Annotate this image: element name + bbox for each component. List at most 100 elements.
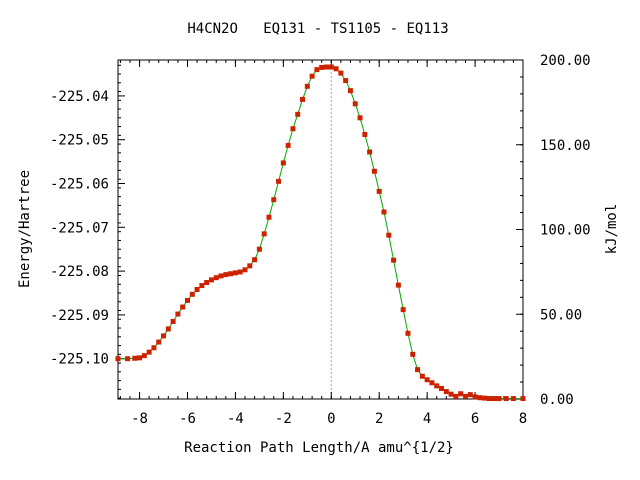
data-point: [199, 283, 205, 289]
data-point: [304, 83, 310, 89]
x-tick-label: -4: [227, 411, 244, 427]
data-point: [386, 232, 392, 238]
data-point: [434, 383, 440, 389]
data-point: [453, 393, 459, 399]
data-point: [443, 389, 449, 395]
data-point: [170, 318, 176, 324]
y-axis-label: Energy/Hartree: [17, 170, 33, 288]
data-point: [391, 257, 397, 263]
y-tick-label: -225.04: [50, 89, 109, 105]
data-point: [256, 246, 262, 252]
data-point: [271, 197, 277, 203]
data-point: [352, 101, 358, 107]
data-point: [424, 377, 430, 383]
data-point: [141, 353, 147, 359]
data-point: [486, 396, 492, 402]
data-point: [280, 160, 286, 166]
data-point: [367, 149, 373, 155]
data-point: [290, 126, 296, 132]
y-tick-label: -225.08: [50, 264, 109, 280]
data-point: [462, 393, 468, 399]
data-point: [343, 78, 349, 84]
data-point: [223, 272, 229, 278]
data-point: [228, 271, 234, 277]
data-point: [477, 395, 483, 401]
data-point: [151, 345, 157, 351]
data-point: [405, 330, 411, 336]
data-point: [496, 396, 502, 402]
y-tick-label: -225.07: [50, 220, 109, 236]
data-point: [419, 373, 425, 379]
data-point: [410, 351, 416, 357]
data-point: [328, 64, 334, 70]
y2-tick-label: 50.00: [540, 307, 582, 323]
data-point: [218, 273, 224, 279]
plot-frame: [117, 59, 524, 400]
data-point: [266, 214, 272, 220]
x-tick-label: -8: [131, 411, 148, 427]
data-point: [376, 188, 382, 194]
data-point: [180, 304, 186, 310]
data-point: [213, 275, 219, 281]
data-point: [252, 257, 258, 263]
data-point: [184, 297, 190, 303]
data-point: [482, 395, 488, 401]
data-point: [146, 349, 152, 355]
plot-area: -8 -6 -4 -2 0 2 4 6 8 -225.04 -225.05 -225.06 -225.0…: [50, 53, 591, 427]
series-line: [118, 66, 523, 400]
x-tick-label: -6: [179, 411, 196, 427]
data-point: [276, 178, 282, 184]
data-point: [319, 64, 325, 70]
data-point: [357, 115, 363, 121]
y-tick-label: -225.09: [50, 308, 109, 324]
data-point: [503, 396, 509, 402]
data-point: [204, 279, 210, 285]
data-point: [132, 355, 138, 361]
data-point: [242, 267, 248, 273]
x-tick-label: 2: [375, 411, 383, 427]
x-tick-label: 6: [471, 411, 479, 427]
data-point: [247, 263, 253, 269]
data-point: [300, 96, 306, 102]
y2-tick-label: 0.00: [540, 392, 574, 408]
data-point: [333, 66, 339, 72]
x-tick-label: -2: [275, 411, 292, 427]
chart-title: H4CN2O EQ131 - TS1105 - EQ113: [187, 21, 448, 37]
data-point: [309, 73, 315, 79]
data-point: [285, 142, 291, 148]
data-point: [429, 380, 435, 386]
data-point: [295, 111, 301, 117]
y-tick-label: -225.05: [50, 133, 109, 149]
data-point: [125, 356, 131, 362]
data-point: [161, 333, 167, 339]
y2-axis-label: kJ/mol: [604, 204, 620, 255]
data-point: [371, 168, 377, 174]
data-point: [237, 269, 243, 275]
data-point: [232, 270, 238, 276]
x-tick-label: 4: [423, 411, 431, 427]
data-point: [314, 67, 320, 73]
y2-tick-label: 100.00: [540, 223, 591, 239]
data-point: [175, 311, 181, 317]
data-point: [362, 131, 368, 137]
y2-tick-label: 150.00: [540, 138, 591, 154]
data-point: [400, 307, 406, 313]
data-point: [491, 396, 497, 402]
y-tick-label: -225.10: [50, 352, 109, 368]
x-tick-label: 8: [519, 411, 527, 427]
data-point: [189, 291, 195, 297]
data-point: [208, 277, 214, 283]
data-point: [194, 287, 200, 293]
data-point: [467, 392, 473, 398]
data-point: [261, 231, 267, 237]
data-point: [448, 391, 454, 397]
data-point: [137, 355, 143, 361]
data-point: [520, 396, 526, 402]
data-point: [395, 282, 401, 288]
data-point: [415, 367, 421, 373]
data-point: [510, 396, 516, 402]
data-point: [458, 391, 464, 397]
y2-tick-label: 200.00: [540, 53, 591, 69]
data-point: [115, 356, 121, 362]
